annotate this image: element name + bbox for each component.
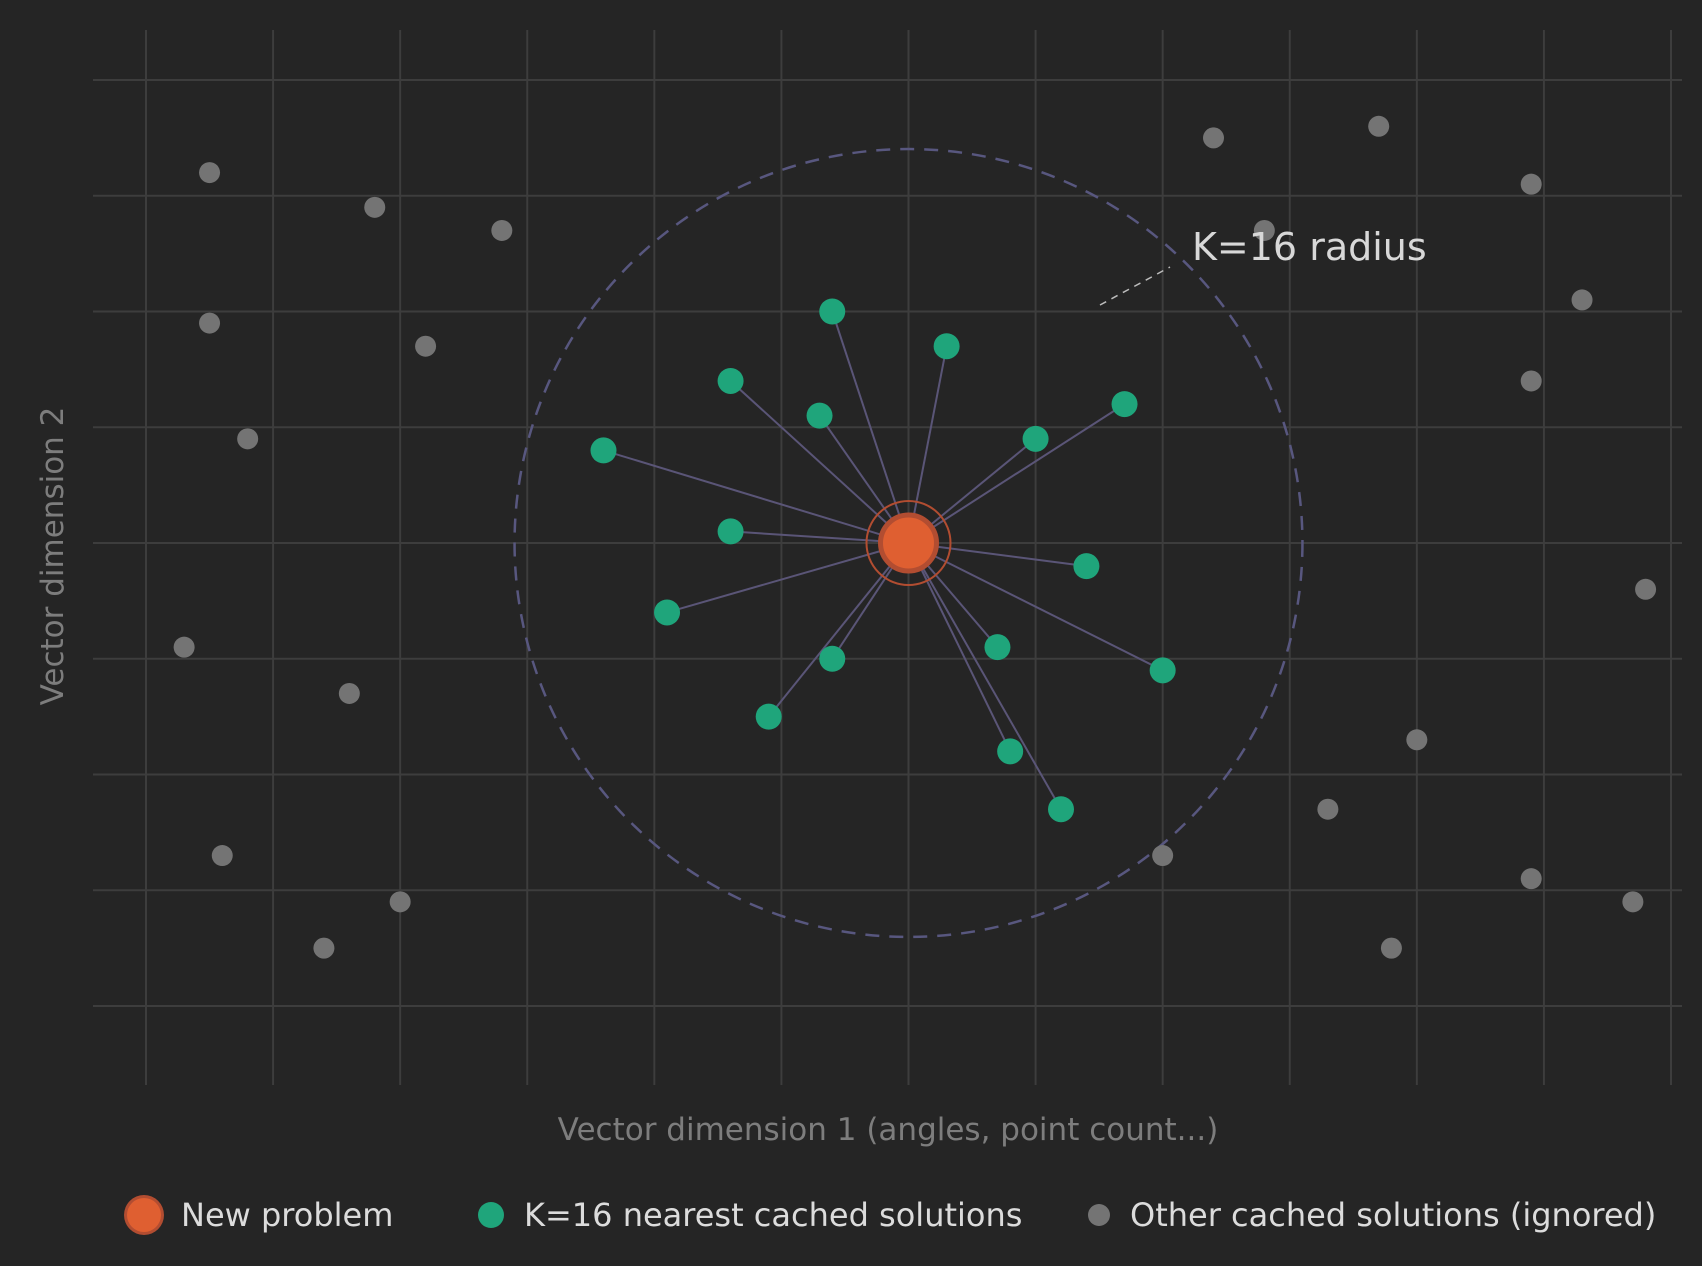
legend-item-other-solutions: Other cached solutions (ignored) xyxy=(1088,1185,1656,1245)
neighbor-link-line xyxy=(907,542,1012,752)
neighbor-link-line xyxy=(603,449,909,544)
other-points xyxy=(173,115,1657,959)
neighbor-link-line xyxy=(908,542,1164,672)
neighbor-point xyxy=(819,645,846,672)
neighbor-link-line xyxy=(907,542,1062,810)
other-point xyxy=(364,196,386,218)
y-axis-title: Vector dimension 2 xyxy=(35,407,71,706)
other-point xyxy=(313,937,335,959)
neighbor-link-line xyxy=(767,542,910,718)
neighbor-point xyxy=(933,333,960,360)
legend-item-nearest-solutions: K=16 nearest cached solutions xyxy=(478,1185,1022,1245)
other-point xyxy=(199,162,221,184)
neighbor-point xyxy=(717,367,744,394)
neighbor-link-line xyxy=(831,311,910,544)
neighbor-point xyxy=(1149,657,1176,684)
query-point-outer-ring xyxy=(865,500,952,586)
other-point xyxy=(1253,219,1275,241)
other-point xyxy=(1520,868,1542,890)
other-point xyxy=(338,682,360,704)
other-point xyxy=(237,428,259,450)
other-point xyxy=(1317,798,1339,820)
nearest-solution-swatch-icon xyxy=(478,1202,504,1228)
neighbor-point xyxy=(717,518,744,545)
new-problem-swatch-icon xyxy=(127,1198,161,1232)
neighbor-point xyxy=(997,738,1024,765)
annotation-leader-line xyxy=(1099,266,1171,306)
other-point xyxy=(1571,289,1593,311)
other-point xyxy=(1380,937,1402,959)
x-axis-title: Vector dimension 1 (angles, point count.… xyxy=(558,1112,1219,1148)
neighbor-point xyxy=(590,437,617,464)
neighbor-point xyxy=(1048,796,1074,823)
radius-annotation-label: K=16 radius xyxy=(1192,225,1427,269)
radius-circle-group xyxy=(513,147,1304,939)
other-point xyxy=(1368,115,1390,137)
legend-label-new-problem: New problem xyxy=(181,1196,394,1234)
other-point xyxy=(199,312,221,334)
other-point xyxy=(415,335,437,357)
other-point xyxy=(1520,173,1542,195)
neighbor-point xyxy=(1073,553,1100,580)
other-point xyxy=(389,891,411,913)
neighbor-point xyxy=(654,599,681,626)
neighbor-points xyxy=(590,298,1176,823)
other-point xyxy=(491,219,513,241)
neighbor-link-line xyxy=(729,380,910,544)
other-solution-swatch-icon xyxy=(1088,1204,1110,1226)
other-point xyxy=(211,845,233,867)
annotation-group: K=16 radius xyxy=(1099,225,1427,306)
other-point xyxy=(173,636,195,658)
legend-label-other-solutions: Other cached solutions (ignored) xyxy=(1130,1196,1657,1234)
query-point xyxy=(878,512,939,574)
neighbor-point xyxy=(984,634,1011,661)
radius-circle xyxy=(513,147,1304,939)
neighbor-point xyxy=(755,703,782,730)
query-point-group xyxy=(865,500,952,586)
neighbor-point xyxy=(819,298,846,325)
legend-item-new-problem: New problem xyxy=(127,1185,393,1245)
other-point xyxy=(1635,578,1657,600)
neighbor-link-line xyxy=(907,346,948,544)
other-point xyxy=(1520,370,1542,392)
legend-label-nearest-solutions: K=16 nearest cached solutions xyxy=(524,1196,1023,1234)
other-point xyxy=(1406,729,1428,751)
neighbor-point xyxy=(1022,425,1049,452)
legend: New problem K=16 nearest cached solution… xyxy=(120,1185,1656,1245)
other-point xyxy=(1203,127,1224,149)
other-point xyxy=(1622,891,1644,913)
neighbor-point xyxy=(1111,391,1138,418)
neighbor-point xyxy=(806,402,833,429)
other-point xyxy=(1152,845,1174,867)
